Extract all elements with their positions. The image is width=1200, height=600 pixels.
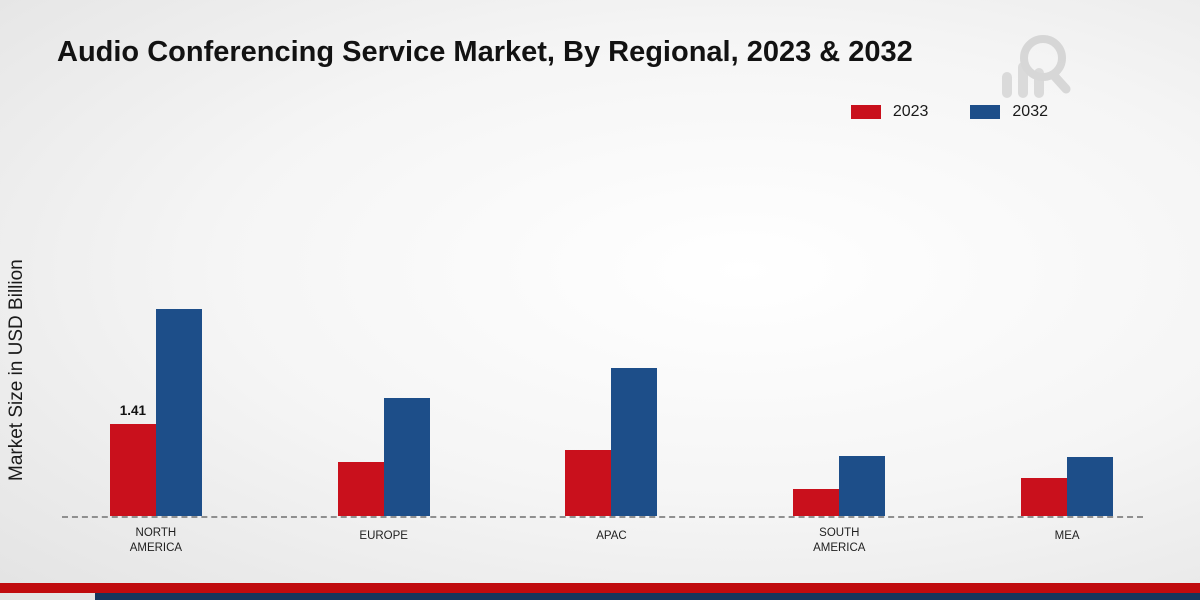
bar-2023	[337, 462, 384, 516]
bar-2032	[383, 398, 430, 516]
x-axis-baseline	[62, 516, 1143, 518]
footer-red-stripe	[0, 583, 1200, 593]
legend-swatch	[850, 105, 881, 119]
bar-2032	[1067, 457, 1114, 516]
bar-group	[1021, 457, 1114, 516]
legend-item-2032: 2032	[970, 103, 1048, 121]
footer	[0, 583, 1200, 600]
bar-2032	[839, 456, 886, 516]
bar-value-label: 1.41	[119, 403, 147, 418]
category-label: MEA	[1054, 530, 1080, 542]
bar-2023	[793, 489, 840, 516]
legend-swatch	[970, 105, 1001, 119]
legend-label: 2023	[892, 103, 929, 120]
bar-group: 1.41	[109, 309, 202, 516]
bar-2032	[611, 368, 658, 516]
bar-group	[337, 398, 430, 516]
y-axis-label: Market Size in USD Billion	[6, 259, 27, 482]
bar-group	[793, 456, 886, 516]
category-label: EUROPE	[359, 530, 408, 542]
bar-2023: 1.41	[109, 403, 156, 516]
bar-2023	[565, 450, 612, 516]
bar-group	[565, 368, 658, 516]
legend-item-2023: 2023	[850, 103, 929, 121]
category-label: SOUTH AMERICA	[813, 527, 866, 554]
category-labels: NORTH AMERICA EUROPE APAC SOUTH AMERICA MEA	[42, 526, 1181, 556]
category-label: NORTH AMERICA	[129, 527, 183, 554]
bar-2023	[1021, 478, 1068, 516]
legend: 2023 2032	[850, 103, 1048, 121]
plot-area: 1.41	[42, 216, 1181, 516]
bar-2032	[155, 309, 202, 516]
legend-label: 2032	[1012, 103, 1048, 120]
watermark-logo-icon	[988, 32, 1080, 115]
footer-blue-stripe	[95, 593, 1200, 600]
chart-title: Audio Conferencing Service Market, By Re…	[57, 36, 913, 68]
category-label: APAC	[596, 530, 627, 542]
